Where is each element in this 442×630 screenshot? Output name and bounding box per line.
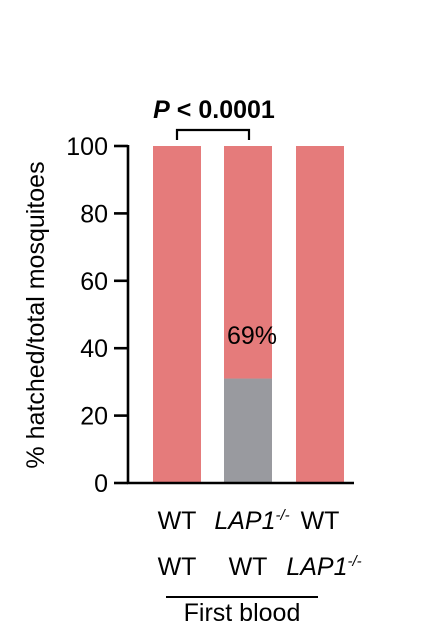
y-tick-label-2: 40 — [80, 335, 108, 363]
group-label: First blood — [184, 599, 301, 627]
y-tick-label-0: 0 — [94, 470, 108, 498]
x-label-1-row1: LAP1-/- — [214, 507, 289, 535]
y-tick-label-1: 20 — [80, 403, 108, 431]
bar-value-label: 69% — [227, 322, 277, 350]
significance-text: P < 0.0001 — [153, 96, 275, 124]
x-label-0-row1: WT — [158, 507, 197, 535]
x-label-0-row2: WT — [158, 553, 197, 581]
y-tick-label-4: 80 — [80, 200, 108, 228]
x-label-1-row2: WT — [229, 553, 268, 581]
bar-1-segment-1 — [224, 146, 272, 379]
y-tick-label-5: 100 — [66, 133, 108, 161]
bar-0-segment-1 — [153, 146, 201, 483]
bar-2-segment-1 — [296, 146, 344, 483]
x-tick-labels: WT WT LAP1-/- WT WT LAP1-/- — [158, 507, 362, 581]
y-axis: 0 20 40 60 80 100 — [66, 133, 354, 498]
x-label-2-row1: WT — [301, 507, 340, 535]
y-tick-label-3: 60 — [80, 268, 108, 296]
significance-bracket — [175, 128, 251, 140]
y-axis-label: % hatched/total mosquitoes — [22, 161, 50, 468]
bars-group — [153, 146, 344, 483]
significance-annotation: P < 0.0001 — [153, 96, 275, 140]
bar-1-segment-0 — [224, 378, 272, 483]
x-label-2-row2: LAP1-/- — [286, 553, 361, 581]
